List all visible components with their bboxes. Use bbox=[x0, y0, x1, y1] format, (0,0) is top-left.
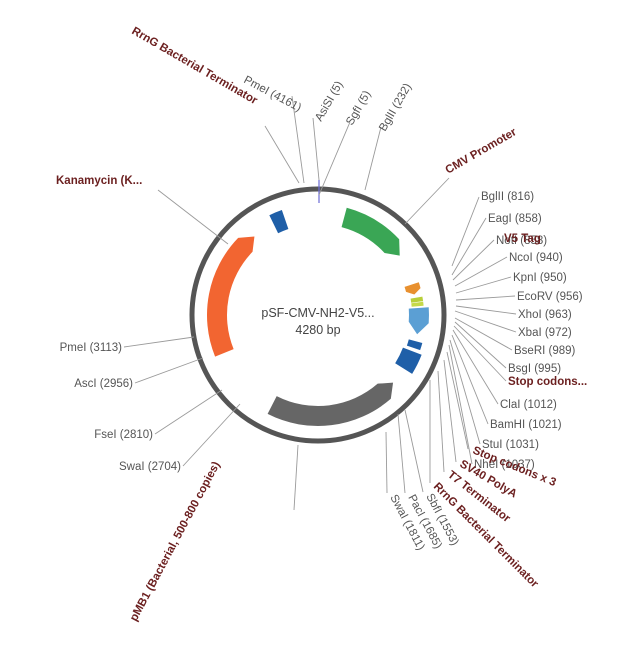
leader-asci-2956 bbox=[134, 357, 204, 384]
feature-label-pmb1-ori: pMB1 (Bacterial, 500-800 copies) bbox=[128, 460, 223, 624]
site-label-kpni-950: KpnI (950) bbox=[513, 272, 567, 284]
leader-pmei-4161 bbox=[291, 95, 305, 184]
site-label-bglii-232: BglII (232) bbox=[377, 81, 414, 133]
site-label-stui-1031: StuI (1031) bbox=[482, 439, 539, 451]
site-label-ecorv-956: EcoRV (956) bbox=[517, 291, 583, 303]
feature-arc-v5-tag bbox=[404, 282, 421, 295]
site-label-bamhi-1021: BamHI (1021) bbox=[490, 419, 562, 431]
leader-paci-1685 bbox=[397, 413, 406, 494]
leader-swai-1811 bbox=[385, 431, 388, 494]
leader-cmv bbox=[404, 177, 450, 225]
site-label-bseri-989: BseRI (989) bbox=[514, 345, 576, 357]
feature-label-v5-tag: V5 Tag bbox=[504, 233, 541, 245]
feature-label-rrng-terminator-top: RrnG Bacterial Terminator bbox=[130, 25, 260, 107]
feature-arcs bbox=[207, 207, 429, 427]
site-label-bsgi-995: BsgI (995) bbox=[508, 363, 561, 375]
leader-xbai-972 bbox=[454, 310, 517, 333]
site-label-sgfi-5: SgfI (5) bbox=[344, 89, 373, 128]
feature-arc-rrng-terminator-bottom bbox=[395, 347, 422, 374]
site-label-xbai-972: XbaI (972) bbox=[518, 327, 572, 339]
leader-kanamycin bbox=[157, 189, 229, 245]
leader-ncoi-940 bbox=[454, 256, 508, 287]
leader-fsei-2810 bbox=[154, 389, 223, 435]
leader-pmei-3113 bbox=[123, 336, 195, 348]
site-label-xhoi-963: XhoI (963) bbox=[518, 309, 572, 321]
site-label-clai-1012: ClaI (1012) bbox=[500, 399, 557, 411]
site-label-bglii-816: BglII (816) bbox=[481, 191, 534, 203]
leader-xhoi-963 bbox=[455, 305, 517, 315]
feature-arc-stop-codons-1 bbox=[410, 296, 424, 303]
leader-eagi-858 bbox=[451, 217, 487, 276]
site-label-noti-858: NotI (858) bbox=[496, 235, 547, 247]
plasmid-name: pSF-CMV-NH2-V5... bbox=[261, 306, 374, 320]
feature-label-stop-codons-1: Stop codons... bbox=[508, 376, 587, 388]
leader-clai-1012 bbox=[452, 329, 499, 405]
site-label-nhei-1037: NheI (1037) bbox=[474, 459, 535, 471]
leader-sgfi-5 bbox=[318, 121, 351, 196]
leader-nhei-1037 bbox=[448, 344, 473, 465]
site-label-asci-2956: AscI (2956) bbox=[74, 378, 133, 390]
leader-stop-codons-x3 bbox=[446, 351, 469, 450]
plasmid-backbone bbox=[189, 186, 447, 444]
site-label-ncoi-940: NcoI (940) bbox=[509, 252, 563, 264]
site-label-pmei-3113: PmeI (3113) bbox=[60, 342, 123, 354]
site-label-asisi-5: AsiSI (5) bbox=[313, 79, 346, 123]
leader-bseri-989 bbox=[454, 317, 513, 351]
leader-stop-codons bbox=[453, 325, 507, 382]
feature-arc-stop-codons-x3 bbox=[411, 301, 424, 307]
leader-kpni-950 bbox=[455, 276, 512, 294]
feature-arc-pmb1-ori bbox=[267, 382, 394, 427]
leader-noti-858 bbox=[452, 239, 495, 281]
site-label-eagi-858: EagI (858) bbox=[488, 213, 542, 225]
site-label-fsei-2810: FseI (2810) bbox=[94, 429, 153, 441]
leader-asisi-5 bbox=[312, 117, 320, 181]
site-label-swai-2704: SwaI (2704) bbox=[119, 461, 181, 473]
feature-arc-cmv-promoter bbox=[341, 207, 400, 256]
leader-t7-terminator bbox=[437, 370, 445, 473]
feature-arc-sv40-polya bbox=[408, 307, 429, 335]
leader-bamhi-1021 bbox=[451, 334, 489, 425]
leader-sbfi-1553 bbox=[404, 409, 424, 493]
leader-ecorv-956 bbox=[455, 295, 516, 301]
feature-label-kanamycin: Kanamycin (K... bbox=[56, 175, 142, 187]
leader-bsgi-995 bbox=[454, 321, 507, 369]
feature-arc-t7-terminator bbox=[406, 339, 423, 351]
leader-bglii-232 bbox=[364, 126, 382, 191]
feature-arc-kanamycin bbox=[207, 236, 255, 357]
leader-stui-1031 bbox=[449, 339, 481, 445]
leader-pmb1 bbox=[293, 444, 299, 511]
plasmid-size: 4280 bp bbox=[295, 323, 340, 337]
leader-sv40-polya bbox=[443, 359, 457, 463]
feature-arc-rrng-terminator-top bbox=[269, 210, 289, 234]
leader-bglii-816 bbox=[451, 196, 480, 267]
feature-label-cmv-promoter: CMV Promoter bbox=[444, 126, 520, 177]
label-leader-lines bbox=[123, 95, 517, 511]
leader-swai-2704 bbox=[182, 403, 241, 467]
leader-rrng-top bbox=[264, 125, 300, 184]
